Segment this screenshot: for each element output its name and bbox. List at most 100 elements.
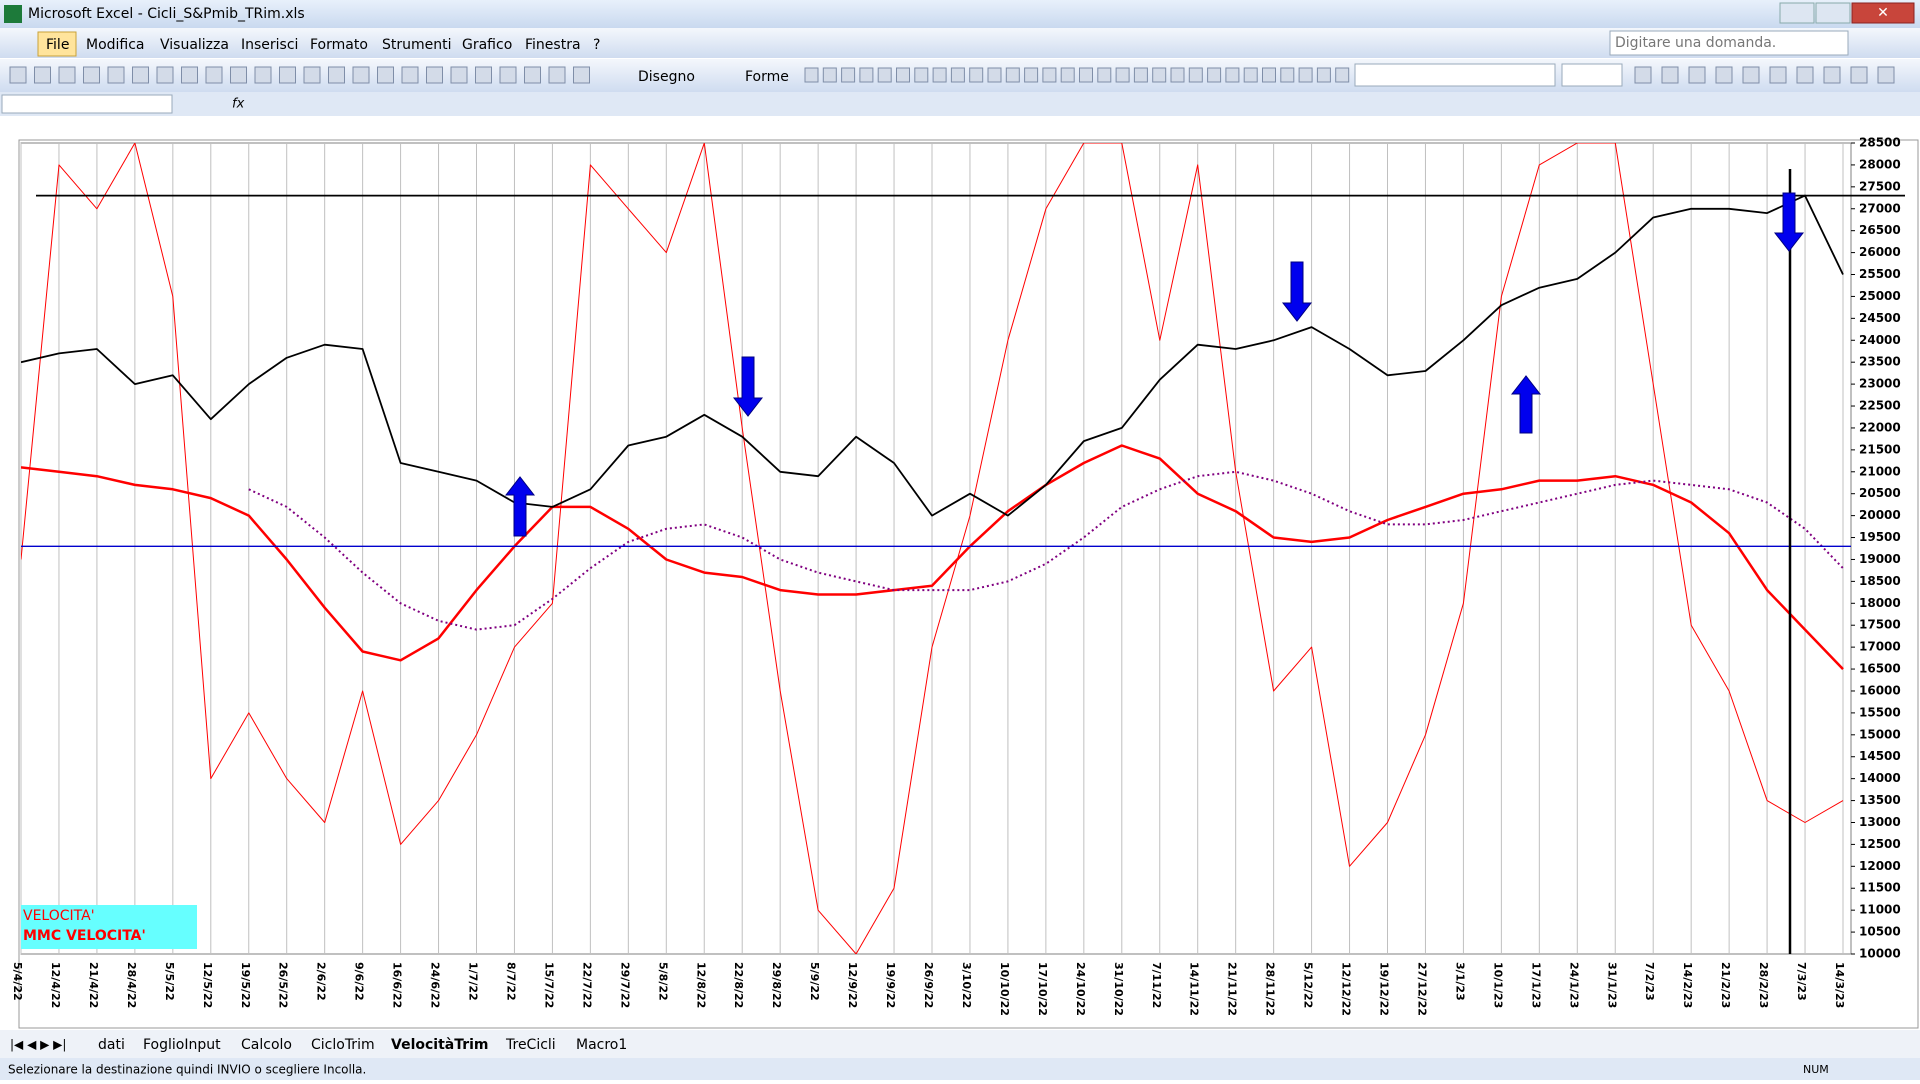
menu-item[interactable]: Grafico [462, 37, 512, 53]
toolbar-icon[interactable] [475, 66, 492, 84]
status-bar [0, 1058, 1920, 1080]
toolbar-icon[interactable] [1688, 66, 1706, 84]
toolbar-icon[interactable] [1115, 67, 1130, 83]
toolbar-icon[interactable] [524, 66, 541, 84]
toolbar-icon[interactable] [932, 67, 947, 83]
sheet-tab[interactable]: VelocitàTrim [391, 1037, 489, 1053]
window-title: Microsoft Excel - Cicli_S&Pmib_TRim.xls [28, 6, 305, 22]
toolbar-icon[interactable] [1715, 66, 1733, 84]
toolbar-icon[interactable] [205, 66, 223, 84]
toolbar-icon[interactable] [1024, 67, 1039, 83]
toolbar-icon[interactable] [1280, 67, 1295, 83]
toolbar-icon[interactable] [1262, 67, 1276, 83]
toolbar-icon[interactable] [1298, 67, 1313, 83]
close-button[interactable] [1851, 2, 1915, 24]
toolbar-icon[interactable] [914, 67, 929, 83]
toolbar-icon[interactable] [279, 66, 296, 84]
toolbar-icon[interactable] [1079, 67, 1093, 83]
help-box[interactable] [1609, 30, 1849, 56]
size-box[interactable] [1561, 63, 1623, 87]
shapes-menu[interactable]: Forme [745, 69, 789, 85]
toolbar-icon[interactable] [1796, 66, 1814, 84]
toolbar-icon[interactable] [83, 66, 100, 84]
y-tick-label: 24500 [1859, 311, 1901, 325]
x-tick-label: 3/10/22 [960, 962, 973, 1008]
toolbar-icon[interactable] [950, 67, 965, 83]
toolbar-icon[interactable] [377, 66, 394, 84]
toolbar-icon[interactable] [9, 66, 27, 84]
toolbar-icon[interactable] [1661, 66, 1679, 84]
toolbar-icon[interactable] [1877, 66, 1895, 84]
toolbar-icon[interactable] [132, 66, 149, 84]
menu-item[interactable]: Formato [310, 37, 368, 53]
toolbar-icon[interactable] [254, 66, 272, 84]
status-message: Selezionare la destinazione quindi INVIO… [8, 1063, 366, 1077]
toolbar-icon[interactable] [804, 67, 819, 83]
toolbar-icon[interactable] [1060, 67, 1075, 83]
toolbar-icon[interactable] [1850, 66, 1868, 84]
num-indicator: NUM [1803, 1063, 1829, 1076]
sheet-tab[interactable]: FoglioInput [143, 1037, 221, 1053]
toolbar-icon[interactable] [1097, 67, 1112, 83]
toolbar-icon[interactable] [822, 67, 837, 83]
toolbar-icon[interactable] [1188, 67, 1203, 83]
toolbar-icon[interactable] [987, 67, 1002, 83]
sheet-tab[interactable]: CicloTrim [311, 1037, 375, 1053]
toolbar-icon[interactable] [877, 67, 892, 83]
menu-item[interactable]: Modifica [86, 37, 145, 53]
toolbar-icon[interactable] [1207, 67, 1222, 83]
toolbar-icon[interactable] [401, 66, 419, 84]
draw-menu[interactable]: Disegno [638, 69, 695, 85]
toolbar-icon[interactable] [548, 66, 566, 84]
toolbar-icon[interactable] [499, 66, 517, 84]
toolbar-icon[interactable] [969, 67, 984, 83]
toolbar-icon[interactable] [426, 66, 443, 84]
maximize-button[interactable] [1815, 2, 1851, 24]
y-tick-label: 25500 [1859, 267, 1901, 281]
toolbar-icon[interactable] [841, 67, 856, 83]
toolbar-icon[interactable] [1316, 67, 1331, 83]
toolbar-icon[interactable] [352, 66, 370, 84]
toolbar-icon[interactable] [896, 67, 910, 83]
toolbar-icon[interactable] [1005, 67, 1020, 83]
toolbar-icon[interactable] [450, 66, 468, 84]
toolbar-icon[interactable] [573, 66, 590, 84]
toolbar-icon[interactable] [107, 66, 125, 84]
toolbar-icon[interactable] [1042, 67, 1057, 83]
menu-item[interactable]: ? [593, 37, 600, 53]
toolbar-icon[interactable] [1225, 67, 1240, 83]
sheet-tab[interactable]: Calcolo [241, 1037, 292, 1053]
toolbar-icon[interactable] [34, 66, 51, 84]
toolbar-icon[interactable] [1335, 67, 1350, 83]
toolbar-icon[interactable] [181, 66, 198, 84]
toolbar-icon[interactable] [58, 66, 76, 84]
sheet-tab[interactable]: Macro1 [576, 1037, 627, 1053]
toolbar-icon[interactable] [1634, 66, 1652, 84]
y-tick-label: 23500 [1859, 355, 1901, 369]
toolbar-icon[interactable] [1152, 67, 1167, 83]
menu-item[interactable]: Strumenti [382, 37, 452, 53]
toolbar-icon[interactable] [1170, 67, 1185, 83]
font-box[interactable] [1354, 63, 1556, 87]
name-box[interactable] [1, 94, 173, 114]
tab-nav[interactable]: |◀ ◀ ▶ ▶| [10, 1038, 66, 1052]
toolbar-icon[interactable] [859, 67, 874, 83]
toolbar-icon[interactable] [1133, 67, 1148, 83]
menu-item[interactable]: Finestra [525, 37, 581, 53]
toolbar-icon[interactable] [156, 66, 174, 84]
sheet-tab[interactable]: TreCicli [505, 1037, 556, 1053]
y-tick-label: 21500 [1859, 442, 1901, 456]
menu-item[interactable]: File [46, 37, 69, 53]
toolbar-icon[interactable] [328, 66, 345, 84]
toolbar-icon[interactable] [303, 66, 321, 84]
menu-item[interactable]: Visualizza [160, 37, 229, 53]
minimize-button[interactable] [1779, 2, 1815, 24]
x-tick-label: 7/2/23 [1643, 962, 1656, 1001]
toolbar-icon[interactable] [1243, 67, 1258, 83]
menu-item[interactable]: Inserisci [241, 37, 298, 53]
toolbar-icon[interactable] [1742, 66, 1760, 84]
toolbar-icon[interactable] [1769, 66, 1787, 84]
toolbar-icon[interactable] [1823, 66, 1841, 84]
sheet-tab[interactable]: dati [98, 1037, 125, 1053]
toolbar-icon[interactable] [230, 66, 247, 84]
